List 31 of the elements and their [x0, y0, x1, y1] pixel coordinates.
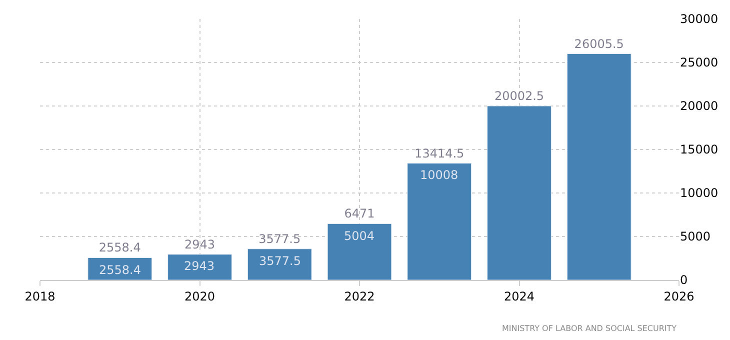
- data-label: 6471: [344, 206, 375, 221]
- x-tick-label: 2020: [184, 289, 216, 304]
- y-tick-label: 10000: [680, 186, 718, 200]
- x-tick-label: 2018: [24, 289, 56, 304]
- bar: [327, 223, 392, 280]
- bar: [566, 54, 632, 280]
- bar: [168, 254, 232, 280]
- annotation: 10008: [420, 168, 458, 182]
- data-label: 20002.5: [494, 88, 544, 103]
- data-label: 3577.5: [259, 254, 301, 268]
- data-label: 13414.5: [414, 146, 464, 160]
- text: MINISTRY OF LABOR AND SOCIAL SECURITY: [502, 324, 677, 333]
- y-tick-label: 0: [680, 273, 688, 288]
- y-tick-label: 20000: [680, 99, 718, 114]
- x-tick-label: 2022: [344, 289, 375, 304]
- bar: [247, 248, 312, 280]
- annotation: 5004: [344, 229, 375, 243]
- bar: [407, 163, 472, 280]
- data-label: 2943: [184, 259, 215, 273]
- annotation: 3577.5: [258, 232, 301, 246]
- y-tick-label: 15000: [680, 142, 718, 157]
- y-tick-label: 5000: [680, 230, 711, 244]
- y-tick-label: 30000: [680, 12, 718, 26]
- x-tick-label: 2024: [504, 289, 535, 304]
- bar: [487, 106, 552, 280]
- y-tick-label: 25000: [680, 56, 718, 70]
- annotation: 2558.4: [98, 240, 141, 255]
- data-label: 2558.4: [99, 263, 141, 277]
- x-tick-label: 2026: [664, 289, 694, 304]
- data-label: 26005.5: [574, 36, 624, 51]
- annotation: 2943: [184, 237, 216, 252]
